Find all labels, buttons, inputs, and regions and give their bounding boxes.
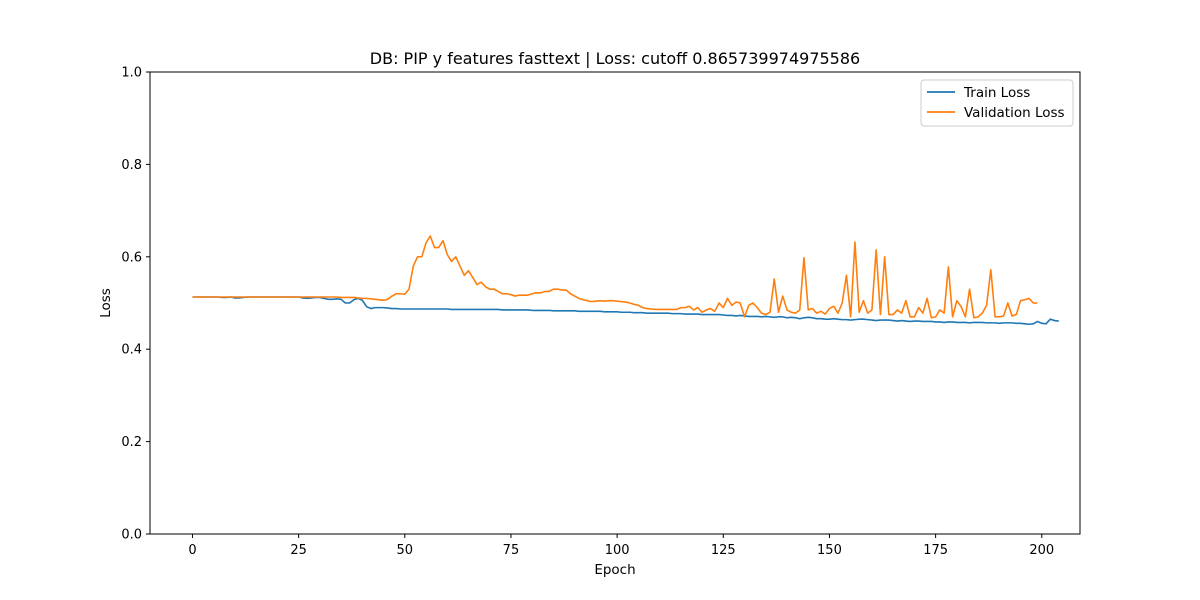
x-axis: 0 25 50 75 100 125 150 175 200 xyxy=(188,534,1054,558)
x-tick-label: 75 xyxy=(503,543,520,558)
chart-title: DB: PIP y features fasttext | Loss: cuto… xyxy=(370,49,860,68)
y-tick-label: 0.0 xyxy=(121,528,142,543)
y-tick-label: 0.6 xyxy=(121,250,142,265)
x-tick-label: 100 xyxy=(605,543,630,558)
x-tick-label: 175 xyxy=(923,543,948,558)
series-layer xyxy=(192,235,1059,326)
y-tick-label: 0.8 xyxy=(121,158,142,173)
legend-box xyxy=(920,79,1074,127)
plot-frame xyxy=(149,71,1081,535)
x-tick-label: 25 xyxy=(290,543,307,558)
plot-area xyxy=(149,71,1081,535)
y-tick-label: 0.2 xyxy=(121,435,142,450)
x-tick-label: 200 xyxy=(1029,543,1054,558)
x-axis-label: Epoch xyxy=(594,562,635,578)
y-axis-label: Loss xyxy=(98,288,114,318)
legend: Train Loss Validation Loss xyxy=(920,79,1074,127)
x-tick-label: 50 xyxy=(397,543,414,558)
legend-label-train-loss: Train Loss xyxy=(963,85,1030,101)
x-tick-label: 125 xyxy=(711,543,736,558)
validation-loss-line xyxy=(192,235,1038,319)
legend-label-validation-loss: Validation Loss xyxy=(964,105,1065,121)
x-tick-label: 150 xyxy=(817,543,842,558)
y-tick-label: 0.4 xyxy=(121,343,142,358)
y-tick-label: 1.0 xyxy=(121,66,142,81)
y-axis: 0.0 0.2 0.4 0.6 0.8 1.0 xyxy=(121,66,150,543)
x-tick-label: 0 xyxy=(188,543,196,558)
train-loss-line xyxy=(192,296,1059,326)
